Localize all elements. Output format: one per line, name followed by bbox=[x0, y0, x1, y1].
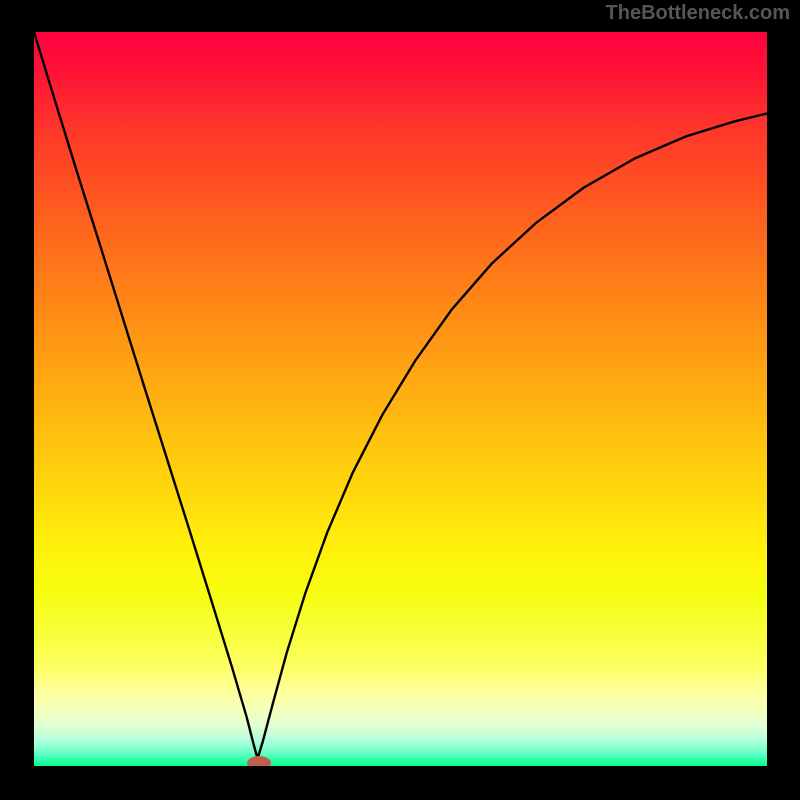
chart-background-gradient bbox=[34, 32, 767, 766]
chart-svg bbox=[0, 0, 800, 800]
chart-container: TheBottleneck.com bbox=[0, 0, 800, 800]
watermark-text: TheBottleneck.com bbox=[606, 2, 790, 25]
